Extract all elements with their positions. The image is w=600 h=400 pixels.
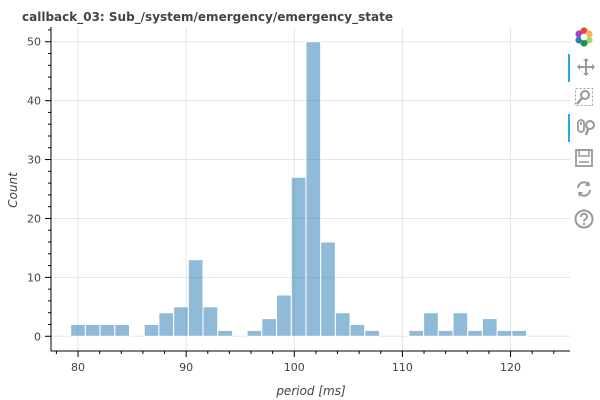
y-tick-label: 10 xyxy=(27,271,41,284)
reset-tool-icon xyxy=(577,181,591,197)
histogram-bar xyxy=(261,318,278,337)
help-tool-button[interactable] xyxy=(568,206,600,234)
histogram-bar xyxy=(173,306,189,337)
y-tick-label: 0 xyxy=(34,330,41,343)
y-tick-label: 30 xyxy=(27,154,41,167)
histogram-bar xyxy=(423,312,439,337)
box-zoom-tool-icon xyxy=(575,88,593,106)
histogram-bar xyxy=(364,329,380,337)
x-tick-label: 80 xyxy=(71,361,85,374)
bokeh-logo-icon xyxy=(575,27,593,47)
box-zoom-tool-button[interactable] xyxy=(568,84,600,112)
histogram-bar xyxy=(202,306,219,337)
histogram-bar xyxy=(349,323,366,337)
histogram-bar xyxy=(276,294,292,337)
histogram-bars xyxy=(70,41,528,337)
bokeh-logo[interactable] xyxy=(568,24,600,52)
histogram-bar xyxy=(511,329,528,337)
histogram-bar xyxy=(305,41,322,337)
histogram-bar xyxy=(408,329,425,337)
histogram-bar xyxy=(481,318,498,337)
chart-toolbar xyxy=(568,22,600,252)
histogram-bar xyxy=(84,323,101,337)
wheel-zoom-tool-icon xyxy=(577,119,595,136)
axes xyxy=(45,27,570,357)
wheel-zoom-tool-button[interactable] xyxy=(568,114,600,142)
histogram-bar xyxy=(290,176,307,337)
histogram-bar xyxy=(114,323,130,337)
histogram-bar xyxy=(334,312,351,337)
histogram-bar xyxy=(246,329,263,337)
histogram-bar xyxy=(437,329,454,337)
y-tick-label: 40 xyxy=(27,95,41,108)
histogram-bar xyxy=(187,259,204,337)
y-axis-label: Count xyxy=(6,171,20,208)
x-tick-label: 90 xyxy=(179,361,193,374)
histogram-bar xyxy=(452,312,469,337)
histogram-bar xyxy=(99,323,116,337)
histogram-bar xyxy=(217,329,233,337)
reset-tool-button[interactable] xyxy=(568,176,600,204)
x-axis-label: period [ms] xyxy=(275,384,346,398)
y-tick-label: 50 xyxy=(27,36,41,49)
histogram-bar xyxy=(320,241,336,337)
y-tick-label: 20 xyxy=(27,212,41,225)
save-tool-icon xyxy=(575,149,593,167)
pan-tool-icon xyxy=(577,58,595,76)
histogram-bar xyxy=(496,329,513,337)
histogram-bar xyxy=(70,323,86,337)
x-tick-label: 100 xyxy=(284,361,305,374)
save-tool-button[interactable] xyxy=(568,145,600,173)
histogram-bar xyxy=(143,323,160,337)
chart-title: callback_03: Sub_/system/emergency/emerg… xyxy=(22,10,393,25)
pan-tool-button[interactable] xyxy=(568,54,600,82)
x-tick-label: 110 xyxy=(392,361,413,374)
histogram-bar xyxy=(158,312,175,337)
tick-labels: 80 90 100 110 120 0 10 20 30 40 50 xyxy=(27,36,521,374)
x-tick-label: 120 xyxy=(500,361,521,374)
histogram-bar xyxy=(467,329,483,337)
help-tool-icon xyxy=(574,209,594,229)
